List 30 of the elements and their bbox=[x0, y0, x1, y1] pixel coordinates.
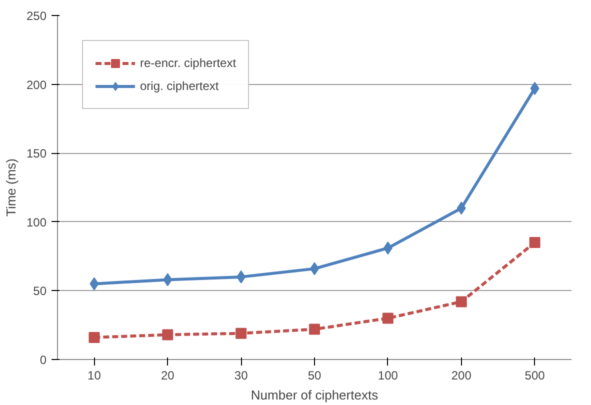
legend-label: re-encr. ciphertext bbox=[140, 56, 236, 70]
point bbox=[236, 328, 247, 339]
point bbox=[382, 312, 394, 324]
y-tick-label: 150 bbox=[26, 146, 47, 161]
y-tick-label: 50 bbox=[33, 284, 47, 298]
x-tick-label: 50 bbox=[308, 368, 322, 382]
x-tick-label: 200 bbox=[451, 368, 472, 382]
x-tick-label: 30 bbox=[234, 368, 248, 382]
point bbox=[236, 270, 246, 284]
y-axis-title: Time (ms) bbox=[3, 158, 18, 216]
y-tick-label: 200 bbox=[26, 78, 47, 92]
point bbox=[90, 277, 99, 290]
y-tick-label: 250 bbox=[26, 9, 47, 23]
point bbox=[162, 329, 174, 340]
point bbox=[163, 273, 172, 286]
y-tick-label: 100 bbox=[26, 215, 47, 230]
x-tick-label: 500 bbox=[524, 368, 546, 382]
point bbox=[456, 296, 467, 308]
y-tick-label: 0 bbox=[40, 353, 47, 367]
x-axis-title: Number of ciphertexts bbox=[250, 388, 379, 402]
point bbox=[383, 242, 392, 255]
x-tick-label: 100 bbox=[378, 368, 398, 382]
point bbox=[529, 237, 540, 248]
legend-label: orig. ciphertext bbox=[140, 79, 219, 93]
x-tick-label: 10 bbox=[88, 368, 102, 382]
point bbox=[88, 332, 100, 343]
point bbox=[456, 202, 466, 215]
x-tick-label: 20 bbox=[160, 368, 175, 382]
point bbox=[530, 82, 540, 95]
point bbox=[309, 324, 320, 335]
